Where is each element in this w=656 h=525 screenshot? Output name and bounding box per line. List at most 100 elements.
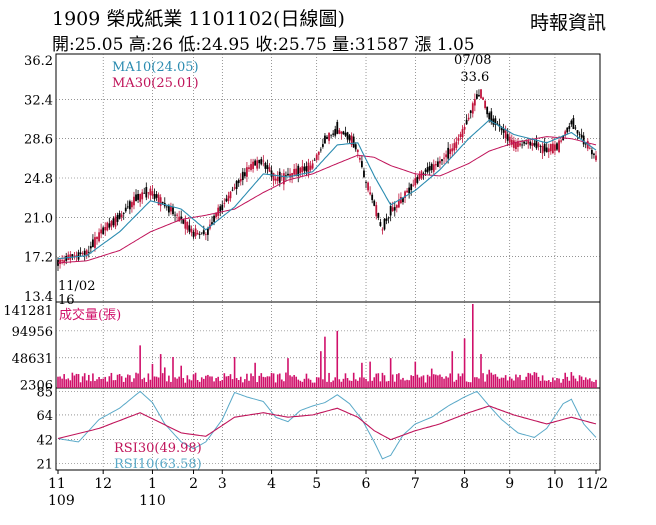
- candle-body: [515, 141, 517, 150]
- candle-body: [202, 230, 205, 235]
- candle-body: [535, 140, 538, 149]
- volume-bar: [511, 378, 513, 388]
- volume-bar: [209, 376, 211, 388]
- volume-bar: [324, 336, 326, 388]
- volume-bar: [385, 381, 388, 388]
- candle-body: [180, 216, 183, 220]
- volume-bar: [231, 379, 234, 388]
- volume-bar: [396, 374, 398, 388]
- candle-body: [484, 100, 487, 109]
- candle-body: [564, 131, 567, 136]
- volume-bar: [135, 372, 137, 388]
- volume-bar: [299, 380, 302, 388]
- volume-bar: [205, 375, 207, 388]
- x-month-label: 11: [48, 476, 66, 492]
- volume-bar: [180, 365, 183, 388]
- legend-rsi30: RSI30(49.98): [114, 441, 202, 456]
- candle-body: [120, 214, 123, 218]
- candle-body: [492, 118, 495, 125]
- x-month-label: 4: [267, 476, 276, 492]
- ma30-line: [57, 136, 597, 264]
- candle-body: [287, 173, 289, 176]
- volume-bar: [539, 380, 542, 388]
- volume-bar: [529, 373, 532, 388]
- volume-bar: [213, 381, 215, 388]
- candle-body: [445, 154, 447, 158]
- candle-body: [568, 126, 571, 129]
- candle-body: [379, 222, 382, 226]
- candle-body: [381, 229, 384, 231]
- candle-body: [65, 256, 68, 261]
- candle-body: [116, 215, 119, 222]
- candle-body: [545, 147, 548, 153]
- volume-bar: [96, 379, 98, 388]
- candle-body: [299, 167, 302, 174]
- volume-bar: [519, 374, 521, 388]
- candle-body: [541, 145, 544, 154]
- candle-body: [572, 118, 575, 130]
- candle-body: [389, 205, 392, 216]
- volume-bar: [515, 374, 517, 388]
- price-tick-label: 13.4: [24, 290, 53, 305]
- candle-body: [558, 140, 560, 153]
- volume-bar: [131, 381, 133, 388]
- candle-body: [447, 147, 450, 159]
- volume-bar: [566, 376, 569, 388]
- volume-bar: [116, 374, 119, 388]
- volume-bar: [237, 380, 240, 388]
- candle-body: [346, 132, 349, 140]
- candle-body: [256, 160, 259, 169]
- volume-bar: [547, 380, 550, 388]
- candle-body: [254, 160, 257, 166]
- volume-bar: [276, 374, 279, 388]
- price-tick-label: 24.8: [24, 172, 53, 187]
- candle-body: [61, 260, 64, 262]
- candle-body: [369, 192, 372, 195]
- volume-bar: [490, 372, 493, 388]
- volume-bar: [357, 380, 359, 388]
- volume-bar: [61, 378, 63, 388]
- candle-body: [576, 130, 579, 134]
- candle-body: [262, 160, 265, 162]
- volume-bar: [79, 382, 82, 388]
- candle-body: [547, 148, 550, 152]
- candle-body: [393, 207, 396, 211]
- candle-body: [533, 143, 536, 146]
- candle-body: [566, 127, 569, 133]
- volume-bar: [207, 374, 209, 388]
- candle-body: [554, 144, 556, 151]
- volume-bar: [393, 381, 396, 388]
- candle-body: [272, 173, 275, 181]
- candle-body: [391, 207, 394, 212]
- candle-body: [580, 134, 583, 138]
- candle-body: [153, 194, 156, 200]
- volume-bar: [543, 380, 546, 388]
- volume-bar: [474, 377, 476, 388]
- candle-body: [170, 206, 172, 212]
- volume-bar: [550, 382, 552, 388]
- candle-body: [570, 120, 573, 125]
- volume-bar: [391, 374, 394, 388]
- candle-body: [77, 252, 80, 260]
- volume-bar: [291, 376, 293, 388]
- candle-body: [215, 212, 218, 218]
- volume-bar: [278, 373, 281, 388]
- candle-body: [182, 219, 185, 224]
- candle-body: [480, 89, 482, 99]
- candle-body: [363, 170, 365, 178]
- candle-body: [157, 194, 160, 205]
- volume-bar: [127, 374, 129, 388]
- volume-bar: [535, 372, 538, 388]
- volume-bar: [311, 382, 314, 388]
- candle-body: [200, 232, 203, 234]
- candle-body: [430, 163, 433, 170]
- volume-bar: [235, 378, 238, 388]
- volume-bar: [580, 376, 583, 388]
- candle-body: [377, 213, 380, 218]
- volume-bar: [178, 376, 180, 388]
- candle-body: [523, 141, 526, 144]
- candle-body: [488, 112, 491, 120]
- volume-bar: [435, 374, 437, 388]
- candle-body: [510, 139, 513, 145]
